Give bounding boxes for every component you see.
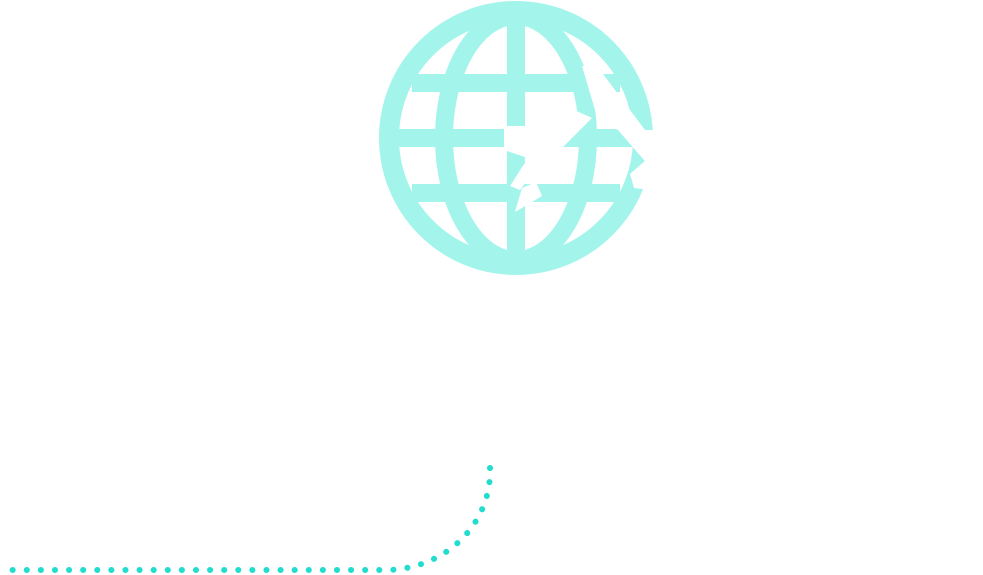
globe-latitude-upper [412,74,620,92]
airplane-cutout-icon [504,66,660,212]
cutout-wing-upper [582,66,660,168]
cutout-wing-tip [630,160,660,190]
cutout-body [504,108,592,190]
globe-latitude-lower [412,184,620,202]
cutout-fin [640,130,660,146]
dotted-connector-path [7,465,494,573]
globe-icon [379,1,660,275]
cutout-tail [515,182,542,212]
